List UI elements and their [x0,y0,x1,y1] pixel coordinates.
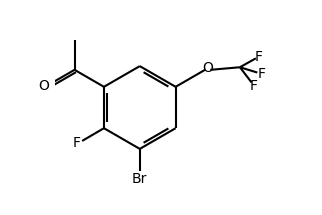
Text: F: F [255,50,263,64]
Text: O: O [38,79,49,93]
Text: F: F [250,79,258,93]
Text: F: F [73,136,81,150]
Text: F: F [257,67,265,81]
Text: Br: Br [132,172,147,186]
Text: O: O [203,61,213,75]
